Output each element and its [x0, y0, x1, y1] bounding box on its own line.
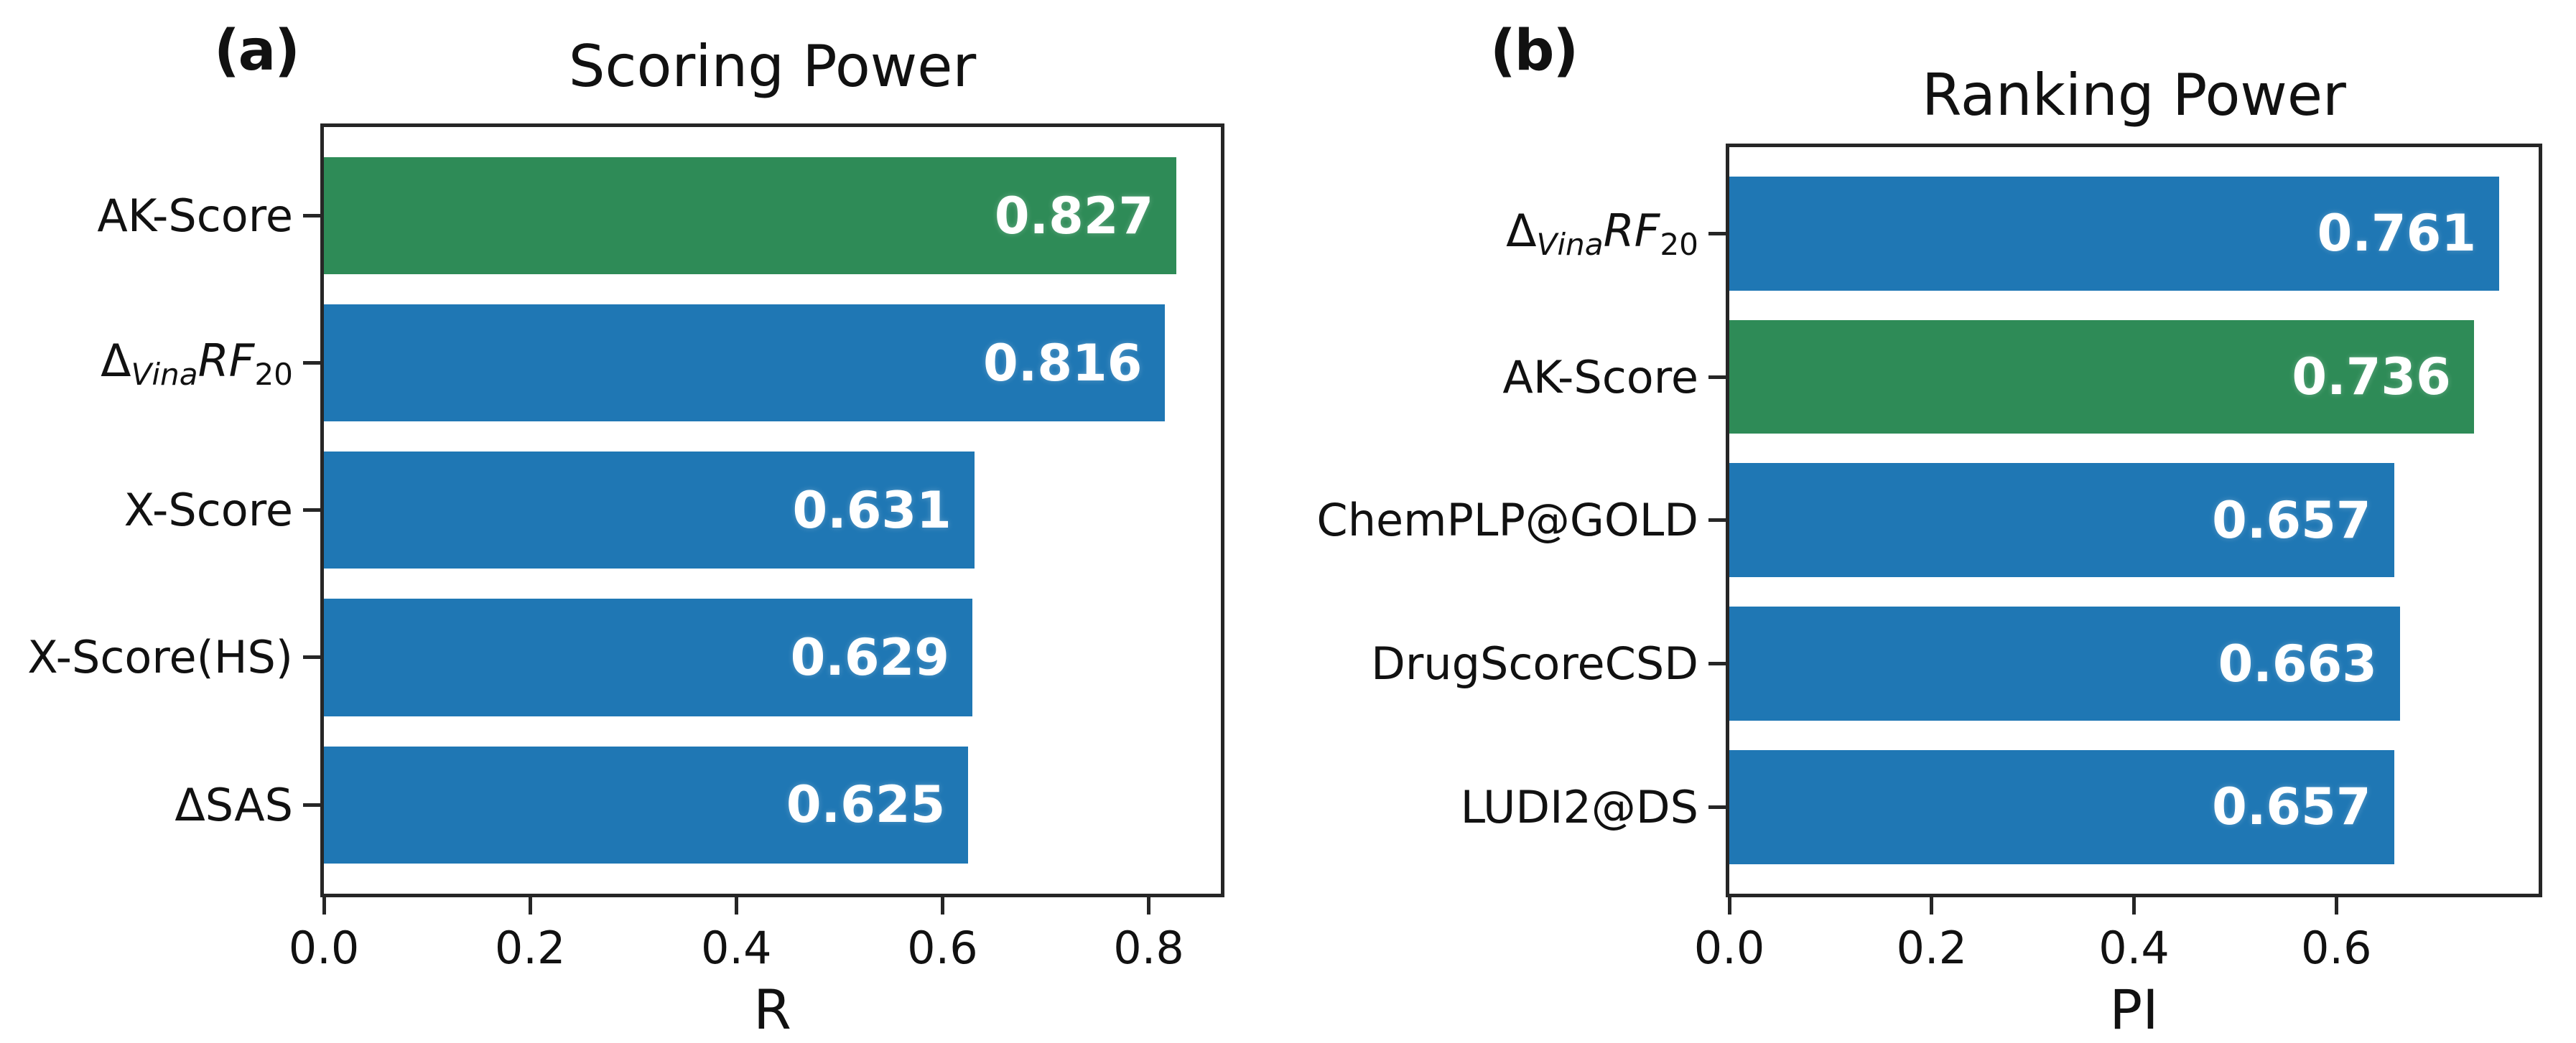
y-tick-mark — [1708, 518, 1727, 523]
category-label-text: AK-Score — [1502, 351, 1698, 403]
x-tick-mark — [528, 897, 532, 915]
bar: 0.827 — [324, 157, 1177, 275]
category-label-segment: X-Score — [124, 484, 293, 537]
category-label-text: ΔVinaRF20 — [101, 335, 293, 392]
bar-value-label: 0.761 — [2317, 204, 2477, 263]
category-label-text: X-Score — [124, 484, 293, 536]
category-label: X-Score(HS) — [0, 599, 293, 716]
x-tick-mark — [1147, 897, 1150, 915]
x-tick-mark — [734, 897, 738, 915]
category-label-segment: Δ — [1506, 205, 1537, 258]
category-label-segment: LUDI2@DS — [1460, 780, 1698, 833]
panel-ranking-power: (b) Ranking Power PI 0.761 ΔVinaRF20 0.736… — [1288, 0, 2576, 1043]
panel-scoring-power: (a) Scoring Power R 0.827 AK-Score 0.816 ΔV… — [0, 19, 1224, 1042]
category-label-text: DrugScoreCSD — [1371, 637, 1698, 690]
x-tick-mark — [940, 897, 944, 915]
x-tick-label: 0.8 — [1113, 922, 1184, 974]
bar-value-label: 0.657 — [2212, 490, 2371, 550]
y-tick-mark — [1708, 662, 1727, 666]
bar: 0.631 — [324, 452, 975, 569]
panel-label-a: (a) — [214, 19, 300, 83]
category-label-segment: Vina — [1536, 227, 1604, 263]
category-label: DrugScoreCSD — [1288, 607, 1698, 721]
category-label: AK-Score — [1288, 320, 1698, 434]
y-tick-mark — [303, 803, 322, 807]
category-label-segment: Δ — [101, 334, 131, 387]
x-axis-label-r: R — [753, 978, 791, 1042]
category-label-segment: RF — [197, 334, 255, 387]
category-label-text: ΔVinaRF20 — [1506, 205, 1698, 262]
bar: 0.657 — [1729, 463, 2394, 578]
category-label-text: ChemPLP@GOLD — [1316, 494, 1698, 546]
bar: 0.625 — [324, 746, 969, 864]
bar: 0.816 — [324, 304, 1166, 422]
category-label-segment: ChemPLP@GOLD — [1316, 494, 1698, 547]
x-tick-label: 0.6 — [2300, 922, 2372, 974]
y-tick-mark — [303, 214, 322, 218]
category-label: X-Score — [0, 452, 293, 569]
y-tick-mark — [303, 508, 322, 513]
y-tick-mark — [1708, 231, 1727, 235]
category-label-segment: X-Score(HS) — [27, 631, 293, 684]
category-label: ΔVinaRF20 — [1288, 177, 1698, 291]
category-label: ΔSAS — [0, 747, 293, 864]
y-tick-mark — [303, 361, 322, 365]
category-label-text: AK-Score — [97, 190, 293, 242]
bar: 0.663 — [1729, 607, 2400, 721]
bar-value-label: 0.816 — [983, 333, 1143, 393]
category-label-segment: 20 — [254, 356, 293, 392]
bar-value-label: 0.631 — [792, 480, 952, 540]
y-tick-mark — [1708, 375, 1727, 379]
x-tick-label: 0.6 — [907, 922, 978, 974]
bar-value-label: 0.827 — [994, 186, 1154, 245]
x-axis-label-pi: PI — [2109, 978, 2159, 1042]
chart-title-ranking-power: Ranking Power — [1922, 62, 2346, 128]
category-label: AK-Score — [0, 157, 293, 274]
category-label-segment: DrugScoreCSD — [1371, 637, 1698, 691]
bar-value-label: 0.736 — [2292, 347, 2451, 407]
category-label-segment: RF — [1603, 205, 1660, 258]
x-tick-label: 0.4 — [2098, 922, 2170, 974]
category-label-segment: 20 — [1660, 227, 1698, 263]
category-label-segment: AK-Score — [97, 190, 293, 243]
x-tick-label: 0.4 — [700, 922, 772, 974]
x-tick-mark — [1727, 897, 1731, 915]
panel-label-b: (b) — [1490, 19, 1578, 83]
bar: 0.736 — [1729, 319, 2474, 434]
bar: 0.657 — [1729, 750, 2394, 864]
category-label-text: X-Score(HS) — [27, 631, 293, 683]
y-tick-mark — [1708, 805, 1727, 809]
x-tick-label: 0.0 — [288, 922, 360, 974]
bar-value-label: 0.629 — [790, 627, 949, 687]
x-tick-label: 0.2 — [1896, 922, 1968, 974]
x-tick-mark — [2334, 897, 2338, 915]
bar-value-label: 0.625 — [786, 775, 946, 835]
category-label: LUDI2@DS — [1288, 750, 1698, 864]
x-tick-mark — [1930, 897, 1934, 915]
category-label-segment: AK-Score — [1502, 350, 1698, 403]
category-label: ΔVinaRF20 — [0, 304, 293, 421]
bar: 0.761 — [1729, 176, 2500, 291]
x-tick-label: 0.2 — [494, 922, 566, 974]
category-label-text: ΔSAS — [175, 779, 293, 831]
category-label: ChemPLP@GOLD — [1288, 463, 1698, 577]
y-tick-mark — [303, 655, 322, 660]
bar-value-label: 0.657 — [2212, 777, 2371, 837]
chart-title-scoring-power: Scoring Power — [568, 33, 977, 100]
category-label-segment: Vina — [131, 356, 198, 392]
bar-value-label: 0.663 — [2218, 634, 2377, 693]
x-tick-mark — [322, 897, 326, 915]
x-tick-mark — [2132, 897, 2136, 915]
bar: 0.629 — [324, 599, 972, 716]
category-label-segment: ΔSAS — [175, 778, 293, 831]
category-label-text: LUDI2@DS — [1461, 781, 1698, 833]
x-tick-label: 0.0 — [1693, 922, 1765, 974]
